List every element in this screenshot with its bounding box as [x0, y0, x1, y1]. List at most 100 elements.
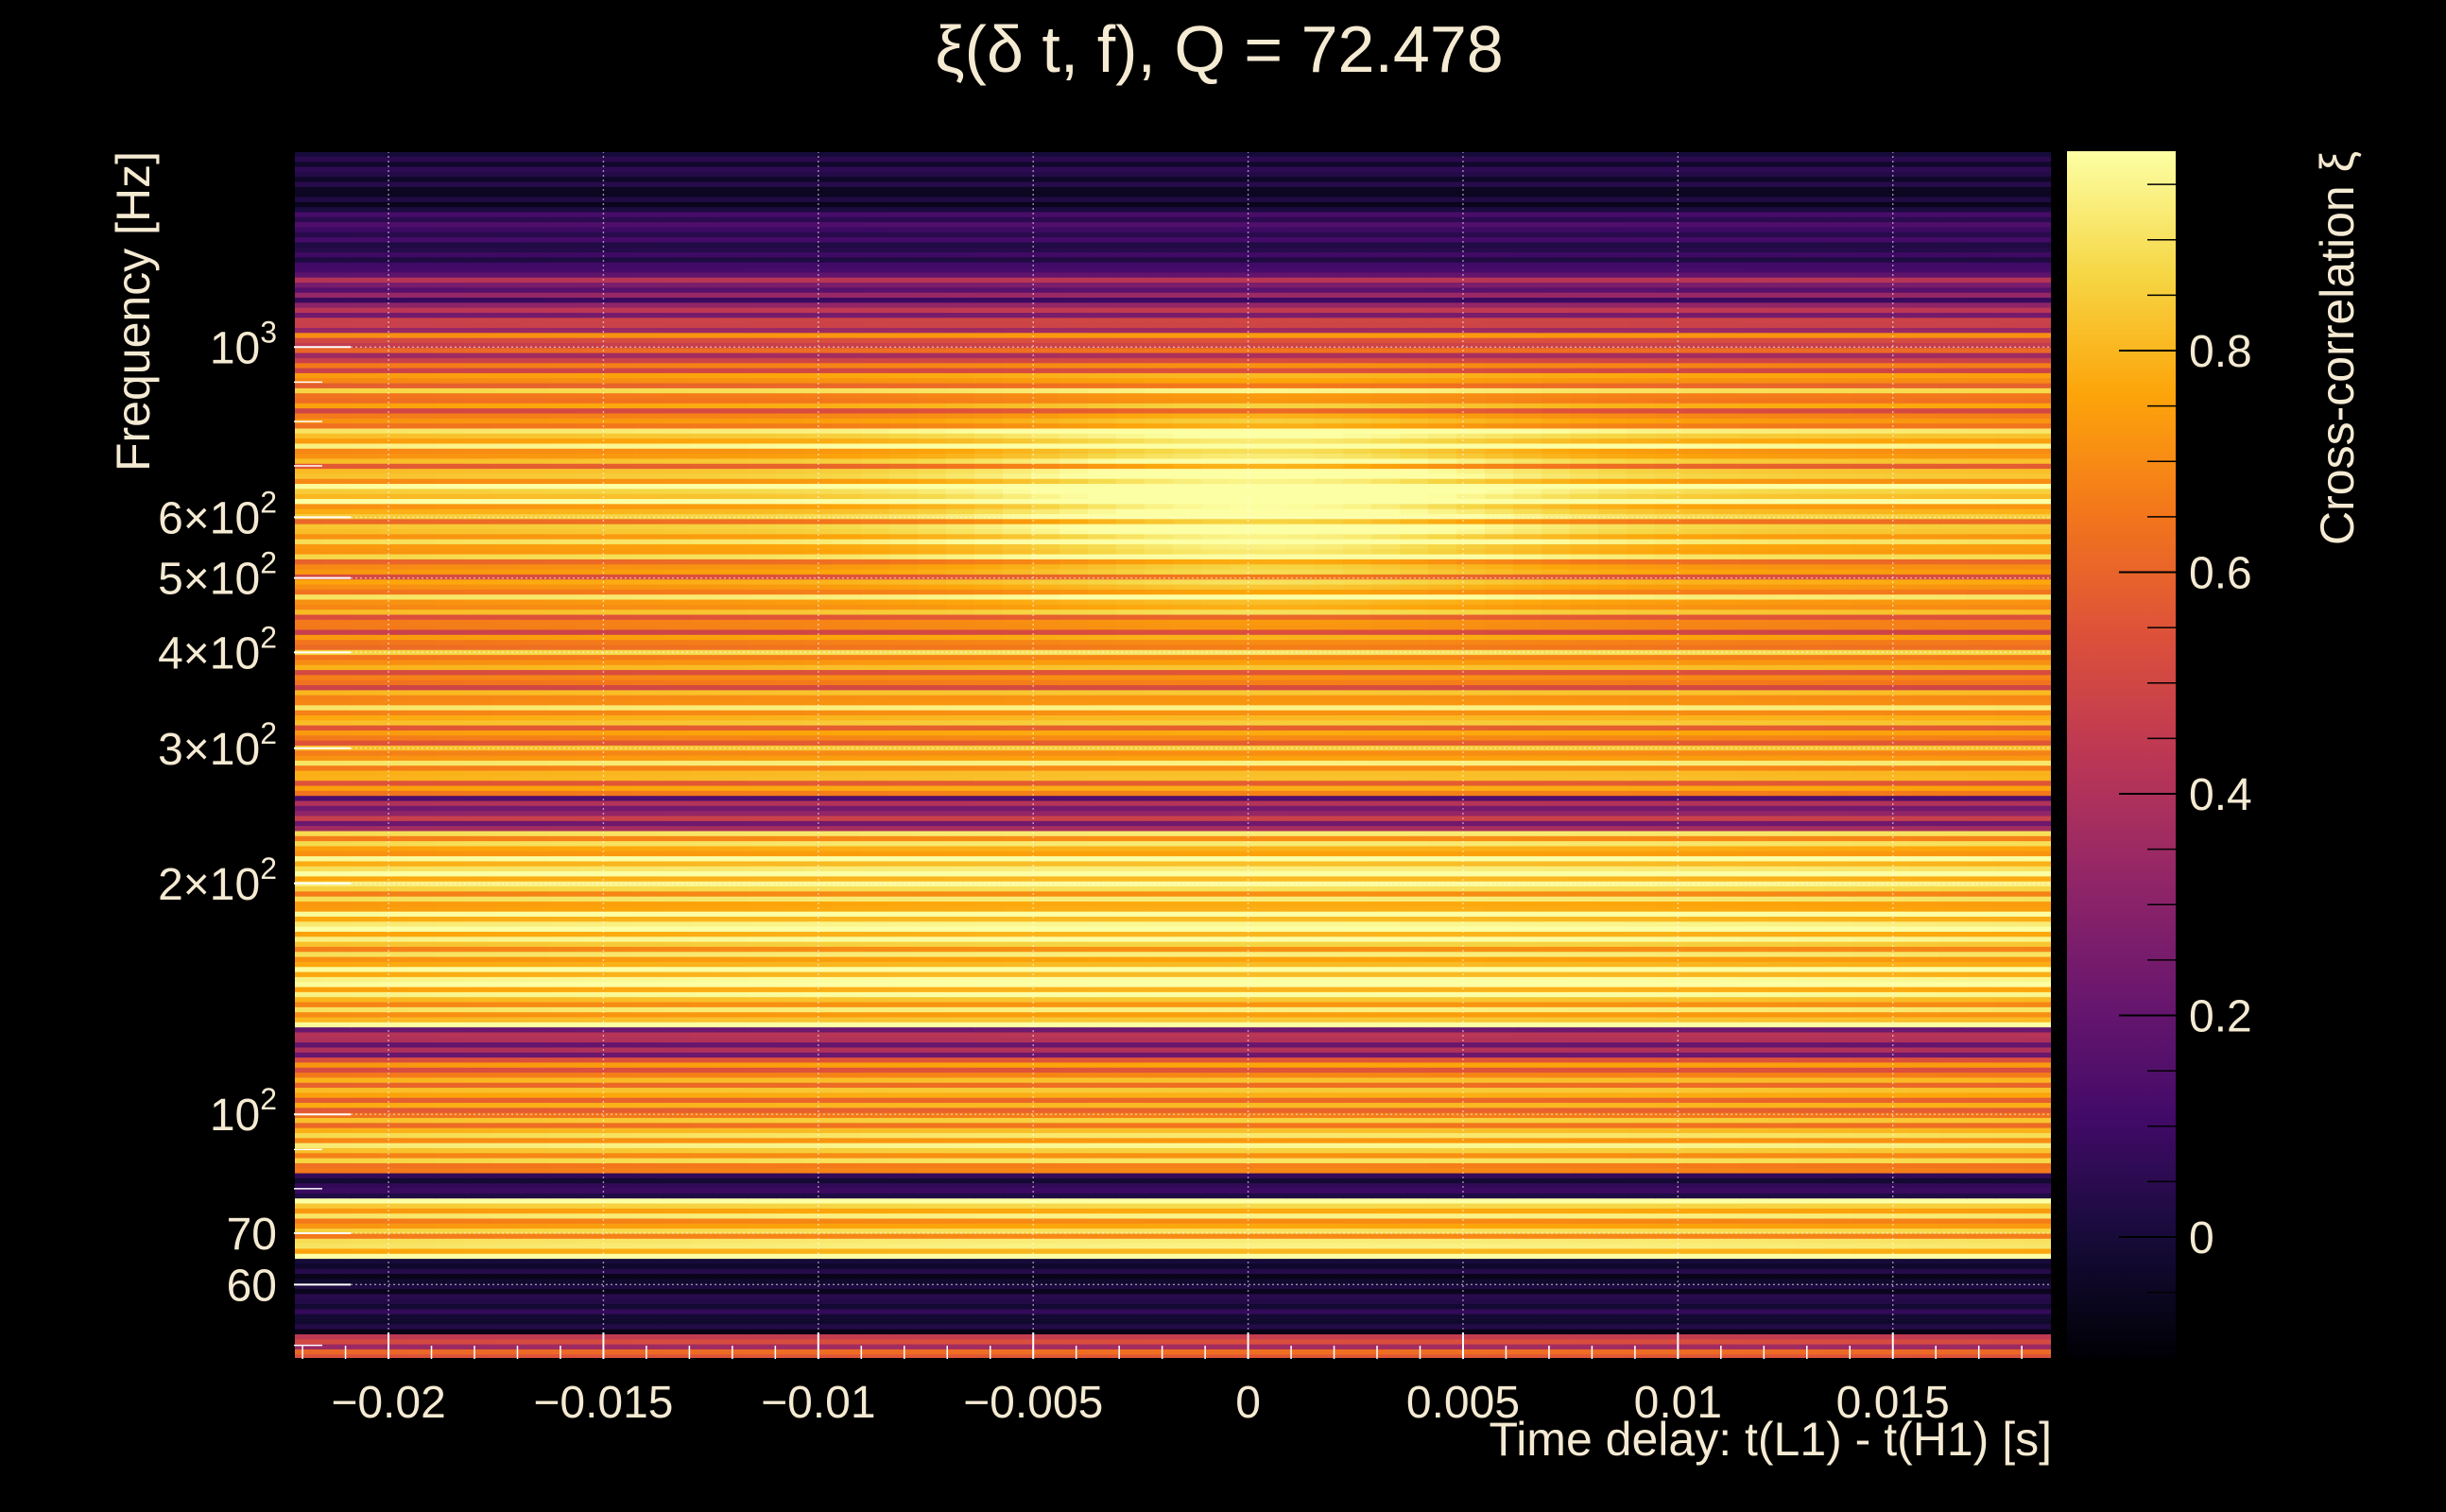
heatmap-cell: [1655, 1091, 1684, 1098]
heatmap-cell: [351, 1006, 380, 1013]
heatmap-cell: [1456, 1091, 1486, 1098]
heatmap-cell: [1031, 1143, 1060, 1148]
heatmap-cell: [1655, 1323, 1684, 1330]
heatmap-cell: [1031, 1182, 1060, 1189]
heatmap-cell: [294, 1057, 323, 1063]
heatmap-cell: [691, 1052, 720, 1058]
heatmap-cell: [492, 1293, 522, 1299]
heatmap-cell: [1485, 1006, 1514, 1013]
heatmap-cell: [1400, 1314, 1429, 1319]
heatmap-cell: [1456, 971, 1486, 977]
heatmap-cell: [1230, 1076, 1259, 1083]
heatmap-cell: [1371, 1273, 1401, 1280]
heatmap-cell: [351, 1147, 380, 1154]
heatmap-cell: [861, 986, 890, 992]
heatmap-cell: [1570, 1037, 1599, 1043]
heatmap-cell: [974, 1202, 1004, 1209]
heatmap-cell: [1230, 1273, 1259, 1280]
heatmap-cell: [1825, 971, 1854, 977]
heatmap-cell: [1116, 1208, 1145, 1214]
heatmap-cell: [521, 1107, 550, 1113]
heatmap-cell: [1768, 1318, 1798, 1325]
heatmap-cell: [1825, 986, 1854, 992]
heatmap-cell: [804, 1026, 834, 1033]
heatmap-cell: [861, 1016, 890, 1022]
heatmap-cell: [1003, 976, 1032, 983]
heatmap-cell: [492, 1122, 522, 1128]
heatmap-cell: [691, 1172, 720, 1178]
heatmap-cell: [1598, 1208, 1628, 1214]
heatmap-cell: [1286, 961, 1316, 968]
heatmap-cell: [918, 1127, 947, 1133]
heatmap-cell: [379, 1067, 408, 1074]
heatmap-cell: [1428, 1132, 1457, 1139]
heatmap-cell: [1343, 1223, 1372, 1229]
heatmap-cell: [804, 1102, 834, 1108]
heatmap-cell: [2024, 1001, 2052, 1007]
heatmap-cell: [1513, 1329, 1542, 1334]
heatmap-cell: [492, 1067, 522, 1074]
heatmap-cell: [1740, 1177, 1769, 1184]
heatmap-row: [294, 1046, 2052, 1053]
heatmap-cell: [946, 1208, 975, 1214]
heatmap-cell: [464, 1031, 493, 1038]
heatmap-cell: [549, 1273, 578, 1280]
heatmap-cell: [1088, 1052, 1117, 1058]
heatmap-cell: [1258, 1122, 1287, 1128]
heatmap-cell: [1456, 1318, 1486, 1325]
heatmap-cell: [294, 1208, 323, 1214]
heatmap-cell: [1683, 1212, 1713, 1219]
heatmap-cell: [1371, 1117, 1401, 1124]
heatmap-cell: [1173, 1263, 1202, 1269]
heatmap-cell: [1938, 1107, 1968, 1113]
heatmap-cell: [1513, 1167, 1542, 1174]
heatmap-cell: [1456, 1097, 1486, 1104]
heatmap-cell: [691, 991, 720, 998]
heatmap-cell: [1485, 1318, 1514, 1325]
heatmap-cell: [379, 1041, 408, 1048]
heatmap-cell: [2024, 1217, 2052, 1224]
heatmap-cell: [1116, 1349, 1145, 1355]
heatmap-cell: [1542, 1253, 1571, 1260]
heatmap-cell: [1627, 1202, 1656, 1209]
heatmap-cell: [1428, 1353, 1457, 1359]
heatmap-cell: [663, 1091, 692, 1098]
heatmap-cell: [1882, 1046, 1911, 1053]
heatmap-cell: [1088, 1243, 1117, 1249]
heatmap-cell: [1031, 1041, 1060, 1048]
heatmap-cell: [464, 1258, 493, 1264]
heatmap-cell: [1627, 1283, 1656, 1290]
heatmap-cell: [1116, 1323, 1145, 1330]
heatmap-cell: [663, 1278, 692, 1284]
heatmap-cell: [719, 1228, 749, 1234]
heatmap-cell: [521, 1057, 550, 1063]
heatmap-cell: [464, 1172, 493, 1178]
heatmap-cell: [719, 981, 749, 988]
heatmap-cell: [492, 1152, 522, 1159]
heatmap-cell: [549, 1127, 578, 1133]
heatmap-cell: [1088, 1061, 1117, 1068]
heatmap-cell: [1882, 1037, 1911, 1043]
heatmap-cell: [1712, 1223, 1741, 1229]
heatmap-cell: [1825, 1022, 1854, 1028]
heatmap-cell: [322, 1117, 352, 1124]
heatmap-cell: [776, 1298, 805, 1305]
heatmap-cell: [1627, 991, 1656, 998]
heatmap-cell: [634, 1072, 663, 1078]
heatmap-cell: [1740, 1127, 1769, 1133]
heatmap-cell: [918, 1197, 947, 1204]
heatmap-cell: [719, 1022, 749, 1028]
heatmap-cell: [1825, 991, 1854, 998]
heatmap-cell: [1542, 991, 1571, 998]
heatmap-cell: [606, 1172, 635, 1178]
heatmap-cell: [379, 1022, 408, 1028]
heatmap-cell: [1938, 1026, 1968, 1033]
heatmap-cell: [833, 1041, 862, 1048]
heatmap-cell: [1485, 1329, 1514, 1334]
heatmap-cell: [492, 1091, 522, 1098]
heatmap-cell: [1116, 1353, 1145, 1359]
heatmap-cell: [1712, 1057, 1741, 1063]
heatmap-cell: [351, 971, 380, 977]
heatmap-cell: [322, 1167, 352, 1174]
heatmap-cell: [861, 1273, 890, 1280]
